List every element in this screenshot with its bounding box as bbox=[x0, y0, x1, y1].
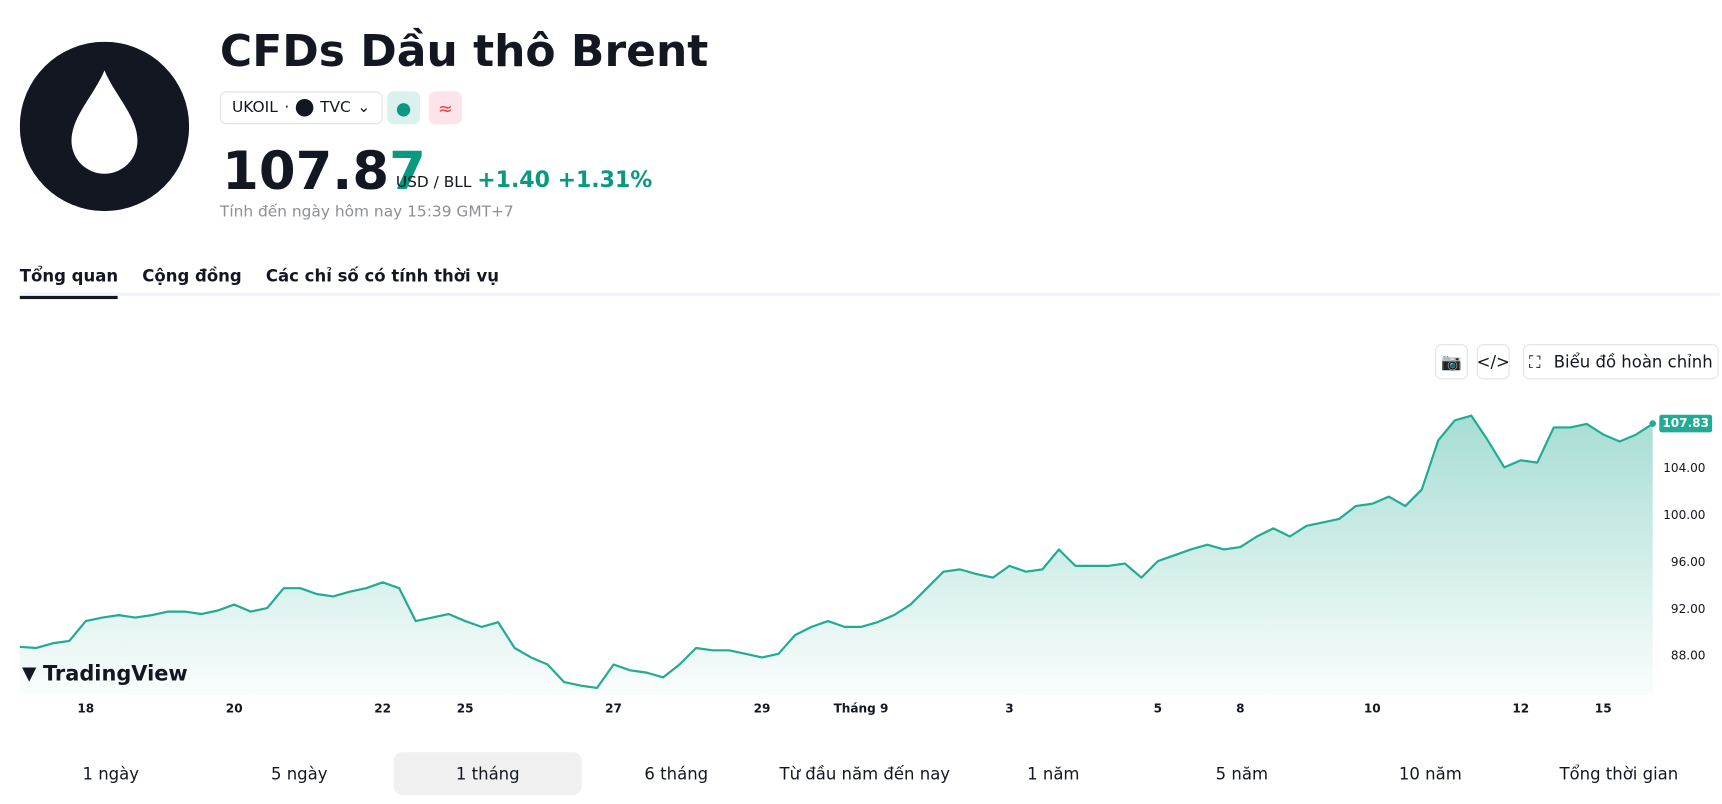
separator: · bbox=[284, 98, 290, 117]
range-button[interactable]: 1 năm bbox=[1027, 763, 1080, 784]
full-chart-label: Biểu đồ hoàn chỉnh bbox=[1553, 351, 1713, 372]
x-tick-label: 18 bbox=[77, 702, 94, 716]
unit: USD / BLL bbox=[395, 173, 472, 192]
logo-icon: ▼ bbox=[21, 663, 37, 686]
market-open-badge[interactable]: ● bbox=[387, 91, 421, 125]
range-button[interactable]: 6 tháng bbox=[644, 763, 709, 784]
chevron: ⌄ bbox=[357, 98, 371, 117]
range-button[interactable]: 1 ngày bbox=[82, 763, 140, 784]
last-value-box bbox=[1659, 414, 1713, 433]
tab[interactable]: Cộng đồng bbox=[142, 266, 242, 286]
tab[interactable]: Tổng quan bbox=[19, 266, 119, 300]
x-tick-label: 10 bbox=[1364, 702, 1381, 716]
x-tick-label: 20 bbox=[226, 702, 243, 716]
x-tick-label: 22 bbox=[374, 702, 391, 716]
price-last-digit: 7 bbox=[389, 140, 426, 203]
change-abs: +1.40 bbox=[477, 166, 550, 193]
x-tick-label: Tháng 9 bbox=[834, 702, 889, 716]
tab[interactable]: Các chỉ số có tính thời vụ bbox=[265, 266, 499, 286]
snapshot-button[interactable]: 📷 bbox=[1434, 344, 1468, 380]
last-value-label: 107.83 bbox=[1662, 416, 1709, 430]
range-button[interactable]: 5 ngày bbox=[270, 763, 328, 784]
x-tick-label: 12 bbox=[1512, 702, 1529, 716]
x-tick-label: 5 bbox=[1154, 702, 1162, 716]
y-tick-label: 88.00 bbox=[1671, 649, 1706, 663]
x-tick-label: 3 bbox=[1005, 702, 1013, 716]
tabs: Tổng quan Cộng đồng Các chỉ số có tính t… bbox=[19, 266, 499, 300]
x-tick-label: 27 bbox=[605, 702, 622, 716]
range-button[interactable]: 10 năm bbox=[1398, 763, 1462, 784]
x-tick-label: 29 bbox=[754, 702, 771, 716]
change-pct: +1.31% bbox=[557, 166, 653, 193]
cfd-badge[interactable]: ≈ bbox=[428, 91, 462, 125]
timestamp: Tính đến ngày hôm nay 15:39 GMT+7 bbox=[219, 203, 514, 222]
last-point bbox=[1649, 420, 1656, 427]
range-selector: 1 ngày 5 ngày 1 tháng 6 tháng Từ đầu năm đến… bbox=[16, 752, 1713, 796]
range-button[interactable]: Từ đầu năm đến nay bbox=[779, 763, 951, 784]
range-button[interactable]: Tổng thời gian bbox=[1559, 763, 1679, 784]
logo-text: TradingView bbox=[42, 661, 188, 687]
y-tick-label: 96.00 bbox=[1671, 555, 1706, 569]
area-fill bbox=[19, 415, 1653, 695]
x-tick-label: 25 bbox=[457, 702, 474, 716]
y-tick-label: 100.00 bbox=[1663, 508, 1705, 522]
expand-icon: ⛶ bbox=[1528, 351, 1541, 372]
y-tick-label: 104.00 bbox=[1663, 461, 1705, 475]
price: 107.87 bbox=[222, 141, 426, 203]
tradingview-logo: ▼ TradingView bbox=[22, 662, 188, 686]
symbol: UKOIL bbox=[232, 98, 278, 117]
tab-divider bbox=[19, 292, 1720, 296]
range-button[interactable]: 1 tháng bbox=[393, 752, 583, 796]
full-chart-button[interactable]: ⛶ Biểu đồ hoàn chỉnh bbox=[1522, 344, 1719, 380]
exchange-icon bbox=[295, 98, 314, 117]
price-line bbox=[19, 414, 1654, 690]
title: CFDs Dầu thô Brent bbox=[219, 26, 709, 77]
y-tick-label: 92.00 bbox=[1671, 602, 1706, 616]
price-main: 107.8 bbox=[222, 140, 390, 203]
symbol-selector[interactable]: UKOIL · TVC ⌄ bbox=[219, 91, 383, 125]
embed-button[interactable]: </> bbox=[1477, 344, 1510, 380]
x-tick-label: 8 bbox=[1236, 702, 1244, 716]
x-tick-label: 15 bbox=[1595, 702, 1612, 716]
symbol-logo bbox=[19, 41, 190, 212]
range-button[interactable]: 5 năm bbox=[1215, 763, 1269, 784]
change: +1.40 +1.31% bbox=[477, 166, 652, 192]
exchange: TVC bbox=[320, 98, 351, 117]
